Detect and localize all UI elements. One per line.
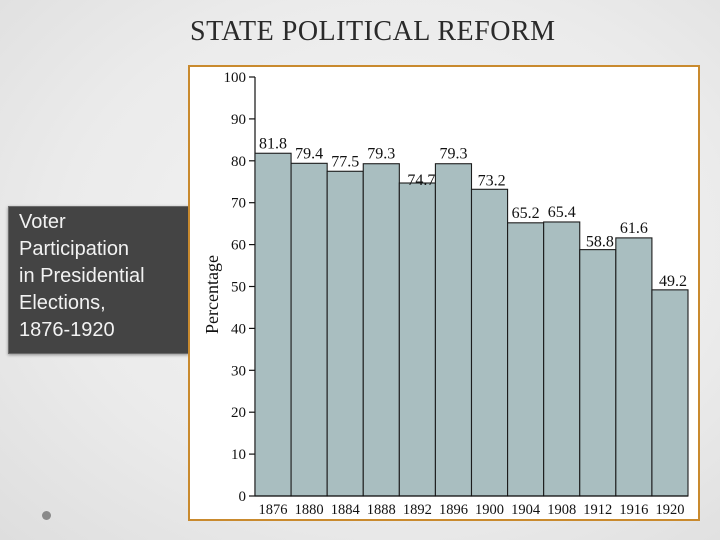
data-label-1900: 73.2 — [478, 172, 506, 189]
data-label-1916: 61.6 — [620, 220, 648, 237]
x-tick-label: 1912 — [583, 502, 612, 518]
data-label-1880: 79.4 — [295, 145, 323, 162]
x-tick-label: 1888 — [367, 502, 396, 518]
data-label-1908: 65.4 — [548, 204, 576, 221]
y-tick-label: 80 — [231, 154, 246, 170]
y-tick-label: 100 — [224, 70, 247, 86]
bars — [254, 152, 689, 497]
caption-line-1: Voter — [19, 211, 66, 233]
y-tick-label: 20 — [231, 405, 246, 421]
y-tick-label: 10 — [231, 447, 246, 463]
data-label-1884: 77.5 — [331, 153, 359, 170]
x-tick-label: 1900 — [475, 502, 504, 518]
bar-1884 — [326, 170, 364, 497]
y-tick-label: 50 — [231, 280, 246, 296]
bar-1892 — [398, 182, 436, 497]
data-label-1888: 79.3 — [367, 146, 395, 163]
bar-1904 — [507, 222, 545, 497]
data-label-1896: 79.3 — [439, 146, 467, 163]
x-tick-label: 1904 — [511, 502, 541, 518]
bullet-dot — [42, 511, 51, 520]
bar-1896 — [434, 163, 473, 497]
data-labels: 81.879.4 77.5 79.374.779.373.265.2 65.458.8… — [259, 135, 687, 290]
y-tick-label: 60 — [231, 238, 246, 254]
caption-line-4: Elections, — [19, 292, 106, 314]
bar-1880 — [290, 162, 328, 497]
y-tick-label: 70 — [231, 196, 246, 212]
y-tick-label: 0 — [239, 489, 247, 505]
x-tick-label: 1892 — [403, 502, 432, 518]
x-tick-label: 1896 — [439, 502, 468, 518]
bar-1912 — [579, 249, 617, 497]
x-axis: 1876 1880 1884 1888 1892 1896 1900 1904 1908 1912… — [255, 495, 688, 518]
x-tick-label: 1876 — [259, 502, 288, 518]
data-label-1876: 81.8 — [259, 135, 287, 152]
bar-1908 — [543, 221, 581, 497]
y-axis: 0 10 20 30 40 50 60 70 80 90 100 — [224, 70, 256, 505]
y-tick-label: 40 — [231, 321, 246, 337]
data-label-1920: 49.2 — [659, 273, 687, 290]
data-label-1892: 74.7 — [407, 172, 435, 189]
bar-1888 — [362, 163, 400, 497]
y-axis-label: Percentage — [202, 255, 222, 334]
data-label-1904: 65.2 — [512, 205, 540, 222]
caption-line-2: Participation — [19, 238, 130, 260]
x-tick-label: 1920 — [655, 502, 684, 518]
caption-line-3: in Presidential — [19, 265, 145, 287]
bar-1916 — [615, 237, 653, 497]
data-label-1912: 58.8 — [586, 234, 614, 251]
bar-1920 — [651, 289, 689, 497]
chart-frame: 0 10 20 30 40 50 60 70 80 90 100 81.8 79.4 77.5 79.3 7… — [188, 65, 700, 521]
x-tick-label: 1916 — [619, 502, 648, 518]
y-tick-label: 30 — [231, 363, 246, 379]
caption-line-5: 1876-1920 — [19, 319, 115, 341]
chart-caption-box: Voter Participation in Presidential Elec… — [8, 206, 189, 354]
x-tick-label: 1908 — [547, 502, 576, 518]
bar-1876 — [254, 152, 292, 497]
slide-title: STATE POLITICAL REFORM — [190, 16, 556, 47]
y-tick-label: 90 — [231, 112, 246, 128]
bar-1900 — [470, 188, 509, 497]
x-tick-label: 1884 — [331, 502, 361, 518]
x-tick-label: 1880 — [295, 502, 324, 518]
